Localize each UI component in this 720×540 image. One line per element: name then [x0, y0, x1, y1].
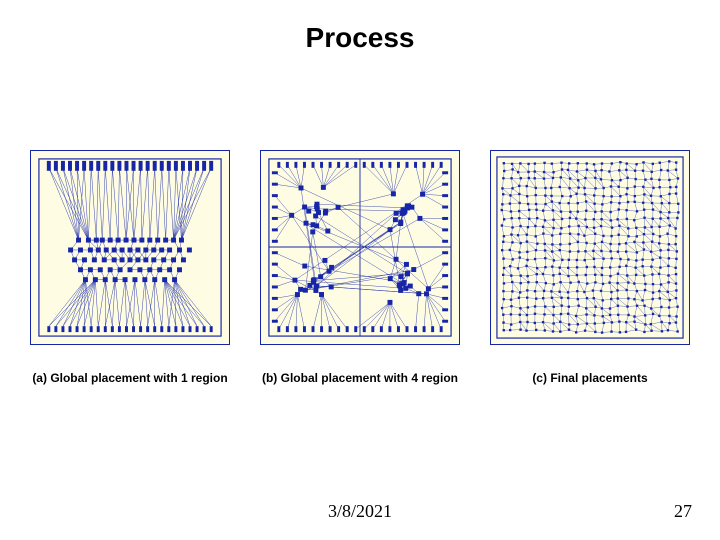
panel-b: (b) Global placement with 4 region	[260, 150, 460, 385]
caption-b: (b) Global placement with 4 region	[262, 371, 458, 385]
panel-row: (a) Global placement with 1 region (b) G…	[30, 150, 690, 385]
slide: Process (a) Global placement with 1 regi…	[0, 0, 720, 540]
panel-c: (c) Final placements	[490, 150, 690, 385]
diagram-global-4-region	[260, 150, 460, 345]
diagram-global-1-region	[30, 150, 230, 345]
diagram-final-placements	[490, 150, 690, 345]
slide-title: Process	[0, 22, 720, 54]
footer-date: 3/8/2021	[0, 501, 720, 522]
caption-a: (a) Global placement with 1 region	[32, 371, 227, 385]
page-number: 27	[674, 501, 692, 522]
caption-c: (c) Final placements	[532, 371, 647, 385]
panel-a: (a) Global placement with 1 region	[30, 150, 230, 385]
